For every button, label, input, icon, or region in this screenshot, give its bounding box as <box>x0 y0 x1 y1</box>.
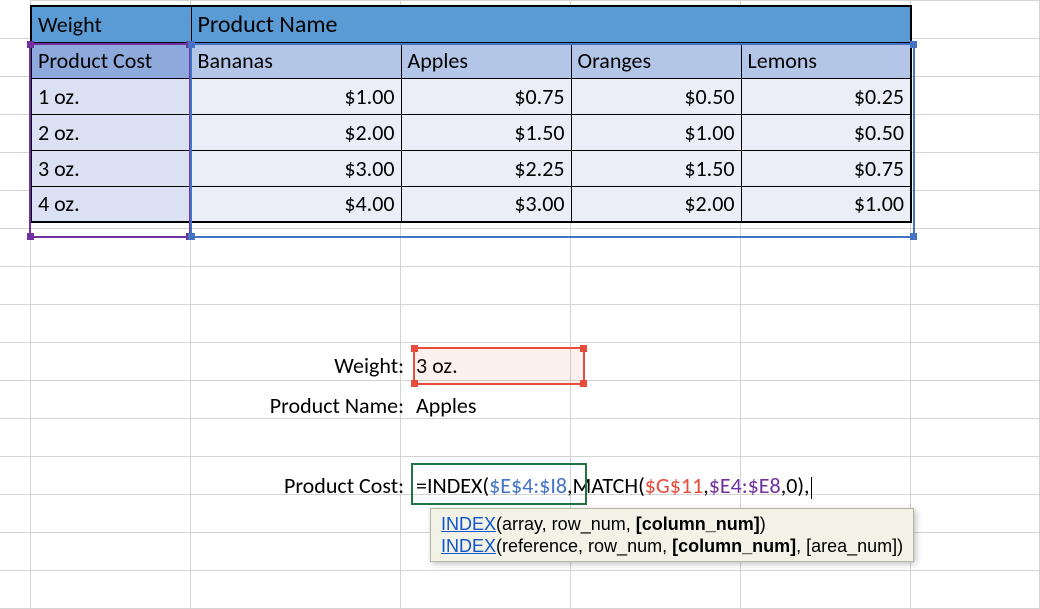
weight-cell[interactable]: 3 oz. <box>31 150 191 186</box>
price-cell[interactable]: $1.50 <box>571 150 741 186</box>
price-cell[interactable]: $0.50 <box>741 114 911 150</box>
text-cursor <box>811 477 812 499</box>
price-cell[interactable]: $0.75 <box>401 78 571 114</box>
products-header[interactable]: Product Name <box>191 6 911 42</box>
lookup-section: Weight: 3 oz. Product Name: Apples <box>30 345 476 425</box>
product-col[interactable]: Bananas <box>191 42 401 78</box>
weight-label: Weight: <box>30 352 410 379</box>
price-cell[interactable]: $1.00 <box>741 186 911 222</box>
product-col[interactable]: Oranges <box>571 42 741 78</box>
price-cell[interactable]: $3.00 <box>191 150 401 186</box>
price-cell[interactable]: $4.00 <box>191 186 401 222</box>
price-cell[interactable]: $0.75 <box>741 150 911 186</box>
row-header-label[interactable]: Product Cost <box>31 42 191 78</box>
price-cell[interactable]: $1.00 <box>571 114 741 150</box>
price-table[interactable]: Weight Product Name Product Cost Bananas… <box>30 5 912 223</box>
price-cell[interactable]: $2.25 <box>401 150 571 186</box>
product-value[interactable]: Apples <box>410 392 476 419</box>
tooltip-fn-link[interactable]: INDEX <box>441 514 496 534</box>
weight-header[interactable]: Weight <box>31 6 191 42</box>
price-cell[interactable]: $0.50 <box>571 78 741 114</box>
formula-tooltip[interactable]: INDEX(array, row_num, [column_num]) INDE… <box>430 508 914 562</box>
product-col[interactable]: Lemons <box>741 42 911 78</box>
price-cell[interactable]: $3.00 <box>401 186 571 222</box>
price-cell[interactable]: $1.50 <box>401 114 571 150</box>
price-cell[interactable]: $2.00 <box>571 186 741 222</box>
product-label: Product Name: <box>30 392 410 419</box>
product-col[interactable]: Apples <box>401 42 571 78</box>
price-cell[interactable]: $0.25 <box>741 78 911 114</box>
cost-label: Product Cost: <box>30 472 410 499</box>
weight-cell[interactable]: 4 oz. <box>31 186 191 222</box>
price-cell[interactable]: $2.00 <box>191 114 401 150</box>
price-cell[interactable]: $1.00 <box>191 78 401 114</box>
formula-cell[interactable]: =INDEX($E$4:$I8,MATCH($G$11,$E4:$E8,0), <box>410 470 818 501</box>
weight-value[interactable]: 3 oz. <box>410 352 458 379</box>
tooltip-fn-link[interactable]: INDEX <box>441 536 496 556</box>
weight-cell[interactable]: 1 oz. <box>31 78 191 114</box>
weight-cell[interactable]: 2 oz. <box>31 114 191 150</box>
